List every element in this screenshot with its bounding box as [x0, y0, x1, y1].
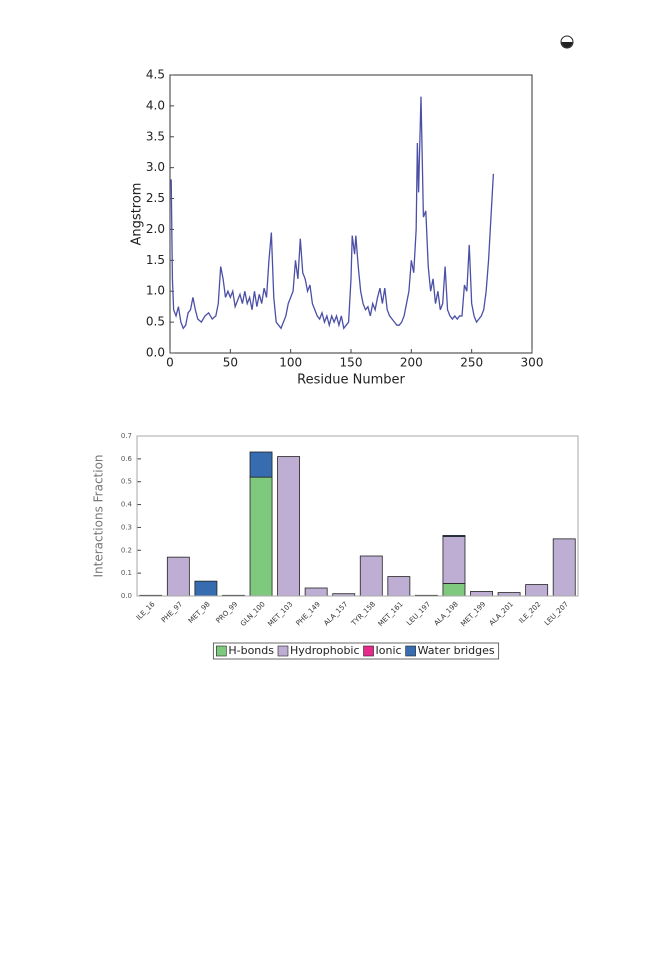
y-tick-label: 0.4 — [121, 501, 133, 509]
y-tick-label: 0.6 — [121, 455, 133, 463]
legend-label: Hydrophobic — [290, 644, 360, 657]
x-tick-label: 300 — [521, 356, 544, 370]
plot-frame — [169, 74, 533, 354]
x-tick-label: ILE_202 — [518, 600, 543, 625]
x-tick-label: ALA_198 — [433, 600, 460, 627]
x-tick-label: PHE_97 — [160, 600, 184, 624]
x-tick-label: 200 — [400, 356, 423, 370]
bar-segment — [387, 576, 411, 597]
bar-segment — [470, 591, 493, 597]
x-tick-label: 150 — [340, 356, 363, 370]
x-tick-label: ALA_157 — [322, 600, 349, 627]
x-tick-label: 250 — [460, 356, 483, 370]
legend-label: H-bonds — [228, 644, 274, 657]
x-tick-label: ILE_16 — [135, 600, 157, 622]
data-line — [170, 96, 495, 330]
y-tick-label: 4.5 — [146, 68, 165, 82]
x-tick-label: PRO_99 — [215, 600, 240, 625]
x-tick-label: MET_98 — [187, 600, 212, 625]
x-tick-label: 0 — [166, 356, 174, 370]
bar-segment — [525, 584, 549, 597]
y-axis-label: Angstrom — [130, 183, 145, 246]
x-tick-label: MET_199 — [459, 600, 487, 628]
x-tick-label: MET_103 — [266, 600, 294, 628]
y-tick-label: 3.0 — [146, 160, 165, 174]
bar-segment — [442, 536, 466, 584]
bar-segment — [304, 587, 328, 597]
y-tick-label: 0.5 — [121, 478, 132, 486]
y-tick-label: 0.0 — [121, 592, 132, 600]
y-tick-label: 0.7 — [121, 432, 132, 440]
page-icon — [560, 35, 574, 49]
bar-segment — [166, 556, 190, 597]
bar-segment — [359, 555, 383, 597]
y-tick-label: 0.3 — [121, 523, 132, 531]
plot-frame — [136, 435, 579, 597]
x-tick-label: GLN_100 — [239, 600, 267, 628]
legend-swatch — [363, 645, 374, 657]
y-tick-label: 2.0 — [146, 222, 165, 236]
x-tick-label: ALA_201 — [488, 600, 515, 627]
x-tick-label: MET_161 — [377, 600, 405, 628]
bar-segment — [442, 535, 466, 537]
legend-swatch — [277, 645, 289, 657]
y-tick-label: 4.0 — [146, 98, 165, 112]
x-axis-label: Residue Number — [297, 373, 405, 388]
legend-box — [212, 642, 500, 660]
legend-label: Water bridges — [418, 644, 495, 657]
legend: H-bonds Hydrophobic Ionic Water bridges — [212, 642, 500, 660]
x-tick-label: LEU_197 — [405, 600, 432, 627]
x-tick-label: TYR_158 — [349, 600, 377, 628]
x-tick-label: LEU_207 — [543, 600, 570, 627]
x-tick-label: 50 — [223, 356, 238, 370]
bar-segment — [497, 592, 521, 597]
y-tick-label: 0.0 — [146, 346, 165, 360]
y-tick-label: 1.0 — [146, 284, 165, 298]
y-tick-label: 0.5 — [146, 315, 165, 329]
bar-segment — [277, 456, 301, 597]
legend-label: Ionic — [376, 644, 402, 657]
bar-segment — [194, 580, 218, 597]
y-axis-label: Interactions Fraction — [92, 454, 106, 577]
bar-segment — [552, 538, 576, 597]
legend-swatch — [405, 645, 416, 657]
x-tick-label: 100 — [279, 356, 302, 370]
y-tick-label: 0.1 — [121, 569, 132, 577]
y-tick-label: 2.5 — [146, 191, 165, 205]
legend-swatch — [216, 645, 227, 657]
y-tick-label: 3.5 — [146, 129, 165, 143]
x-tick-label: PHE_149 — [295, 600, 322, 627]
y-tick-label: 0.2 — [121, 546, 132, 554]
bar-segment — [442, 583, 466, 597]
bar-segment — [249, 476, 273, 597]
y-tick-label: 1.5 — [146, 253, 165, 267]
bar-segment — [249, 451, 273, 478]
